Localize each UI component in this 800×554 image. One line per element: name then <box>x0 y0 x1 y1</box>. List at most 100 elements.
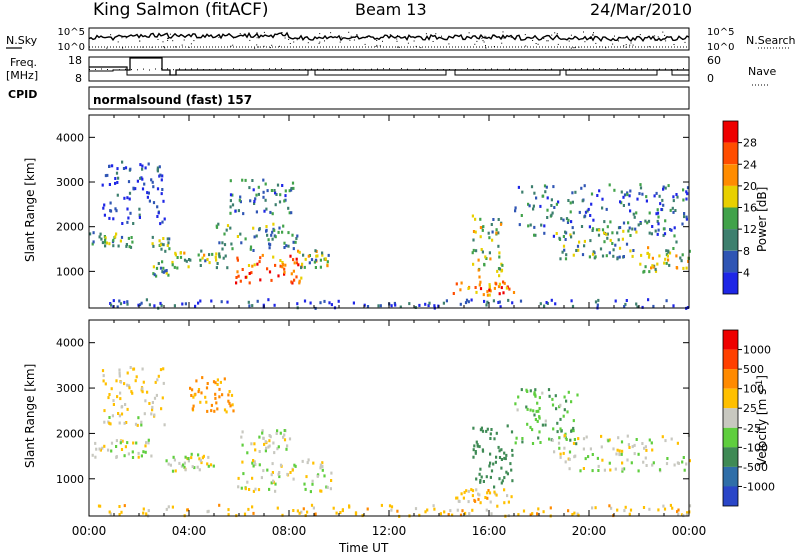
power-colorbar-swatch-5 <box>723 229 738 251</box>
cpid-panel <box>88 86 690 110</box>
velocity-colorbar-swatch-3 <box>723 388 738 409</box>
cpid-value: normalsound (fast) 157 <box>93 93 252 107</box>
velocity-colorbar-swatch-8 <box>723 486 738 506</box>
freq-tick-top: 18 <box>68 54 82 67</box>
beam-title: Beam 13 <box>355 0 427 19</box>
time-tick-4: 16:00 <box>472 524 507 538</box>
power-panel-frame <box>88 114 690 309</box>
nave-tick-bottom: 0 <box>707 72 714 85</box>
power-colorbar-tick-1: 24 <box>743 158 757 171</box>
power-ytick-1: 2000 <box>56 221 84 234</box>
power-region-0 <box>89 231 134 249</box>
nsearch-tick-bottom: 10^0 <box>707 42 734 53</box>
time-tick-2: 08:00 <box>272 524 307 538</box>
power-colorbar-tick-5: 8 <box>743 245 750 258</box>
nsky-label: N.Sky <box>6 34 38 47</box>
freq-label: Freq. <box>10 56 37 69</box>
power-ytick-3: 4000 <box>56 131 84 144</box>
nsky-panel <box>88 27 690 51</box>
velocity-ytick-0: 1000 <box>56 473 84 486</box>
velocity-colorbar-tick-1: 500 <box>743 363 764 376</box>
velocity-region-0 <box>91 438 153 459</box>
velocity-region-4 <box>237 458 333 494</box>
power-region-2 <box>151 235 171 278</box>
nsearch-tick-top: 10^5 <box>707 27 734 38</box>
velocity-colorbar-swatch-5 <box>723 427 738 448</box>
velocity-colorbar-tick-6: -500 <box>743 461 768 474</box>
velocity-region-9 <box>551 433 691 473</box>
velocity-colorbar-swatch-1 <box>723 349 738 370</box>
date-title: 24/Mar/2010 <box>590 0 692 19</box>
velocity-panel-frame <box>88 319 690 517</box>
velocity-region-10 <box>97 503 692 518</box>
velocity-region-3 <box>189 376 235 414</box>
velocity-colorbar: 1000 500 100 25 -25 -100 -500 -1000 <box>722 329 775 507</box>
power-colorbar-tick-0: 28 <box>743 137 757 150</box>
velocity-colorbar-tick-5: -100 <box>743 441 768 454</box>
power-colorbar-swatch-3 <box>723 185 738 208</box>
power-region-5 <box>229 178 295 216</box>
cpid-label: CPID <box>8 88 37 101</box>
time-tick-0: 00:00 <box>72 524 107 538</box>
power-region-12 <box>639 240 691 274</box>
power-colorbar-tick-3: 16 <box>743 202 757 215</box>
velocity-colorbar-tick-2: 100 <box>743 383 764 396</box>
velocity-colorbar-swatch-7 <box>723 466 738 487</box>
power-region-10 <box>514 183 690 238</box>
power-region-4 <box>215 222 299 252</box>
velocity-region-2 <box>165 452 215 473</box>
power-colorbar-tick-2: 20 <box>743 180 757 193</box>
velocity-region-8 <box>514 388 579 446</box>
power-colorbar-swatch-2 <box>723 164 738 186</box>
nave-label: Nave <box>748 65 776 78</box>
velocity-region-7 <box>472 424 514 489</box>
time-tick-6: 00:00 <box>672 524 707 538</box>
power-ylabel: Slant Range [km] <box>23 158 37 262</box>
power-colorbar-swatch-7 <box>723 272 738 294</box>
power-region-8 <box>452 280 516 297</box>
power-colorbar: 28 24 20 16 12 8 4 <box>722 120 757 295</box>
freq-unit: [MHz] <box>6 69 38 82</box>
velocity-colorbar-swatch-0 <box>723 330 738 350</box>
velocity-colorbar-tick-7: -1000 <box>743 480 775 493</box>
power-colorbar-tick-6: 4 <box>743 266 750 279</box>
velocity-colorbar-tick-3: 25 <box>743 402 757 415</box>
power-colorbar-swatch-0 <box>723 121 738 143</box>
velocity-region-5 <box>240 429 292 455</box>
power-region-7 <box>297 249 330 270</box>
nsky-trace <box>88 31 690 49</box>
nsky-tick-top: 10^5 <box>58 27 85 38</box>
nave-tick-top: 60 <box>707 54 721 67</box>
velocity-region-6 <box>455 488 513 505</box>
power-colorbar-swatch-1 <box>723 142 738 165</box>
station-title: King Salmon (fitACF) <box>93 0 269 20</box>
power-region-1 <box>101 160 166 226</box>
power-heatmap-cells <box>89 160 691 310</box>
velocity-ylabel: Slant Range [km] <box>23 364 37 468</box>
nsky-tick-bottom: 10^0 <box>58 42 85 53</box>
power-colorbar-label: Power [dB] <box>755 187 769 252</box>
velocity-ytick-2: 3000 <box>56 382 84 395</box>
velocity-colorbar-swatch-2 <box>723 369 738 389</box>
time-axis-title: Time UT <box>338 541 389 554</box>
power-colorbar-swatch-6 <box>723 250 738 273</box>
time-tick-1: 04:00 <box>172 524 207 538</box>
velocity-colorbar-tick-0: 1000 <box>743 344 771 357</box>
power-ytick-0: 1000 <box>56 265 84 278</box>
freq-tick-bottom: 8 <box>75 72 82 85</box>
velocity-colorbar-label: Velocity [m s-1] <box>755 375 769 466</box>
velocity-colorbar-swatch-4 <box>723 408 738 428</box>
velocity-axes: 1000 2000 3000 4000 <box>56 320 690 516</box>
power-region-11 <box>555 227 638 261</box>
power-axes: 1000 2000 3000 4000 <box>56 115 690 308</box>
velocity-colorbar-tick-4: -25 <box>743 422 761 435</box>
time-tick-5: 20:00 <box>572 524 607 538</box>
power-region-3 <box>171 249 229 270</box>
time-axis: 00:00 04:00 08:00 12:00 16:00 20:00 00:00 <box>72 524 707 538</box>
power-region-6 <box>235 253 303 285</box>
power-colorbar-tick-4: 12 <box>743 223 757 236</box>
time-tick-3: 12:00 <box>372 524 407 538</box>
velocity-heatmap-cells <box>91 366 692 518</box>
velocity-colorbar-swatch-6 <box>723 447 738 467</box>
